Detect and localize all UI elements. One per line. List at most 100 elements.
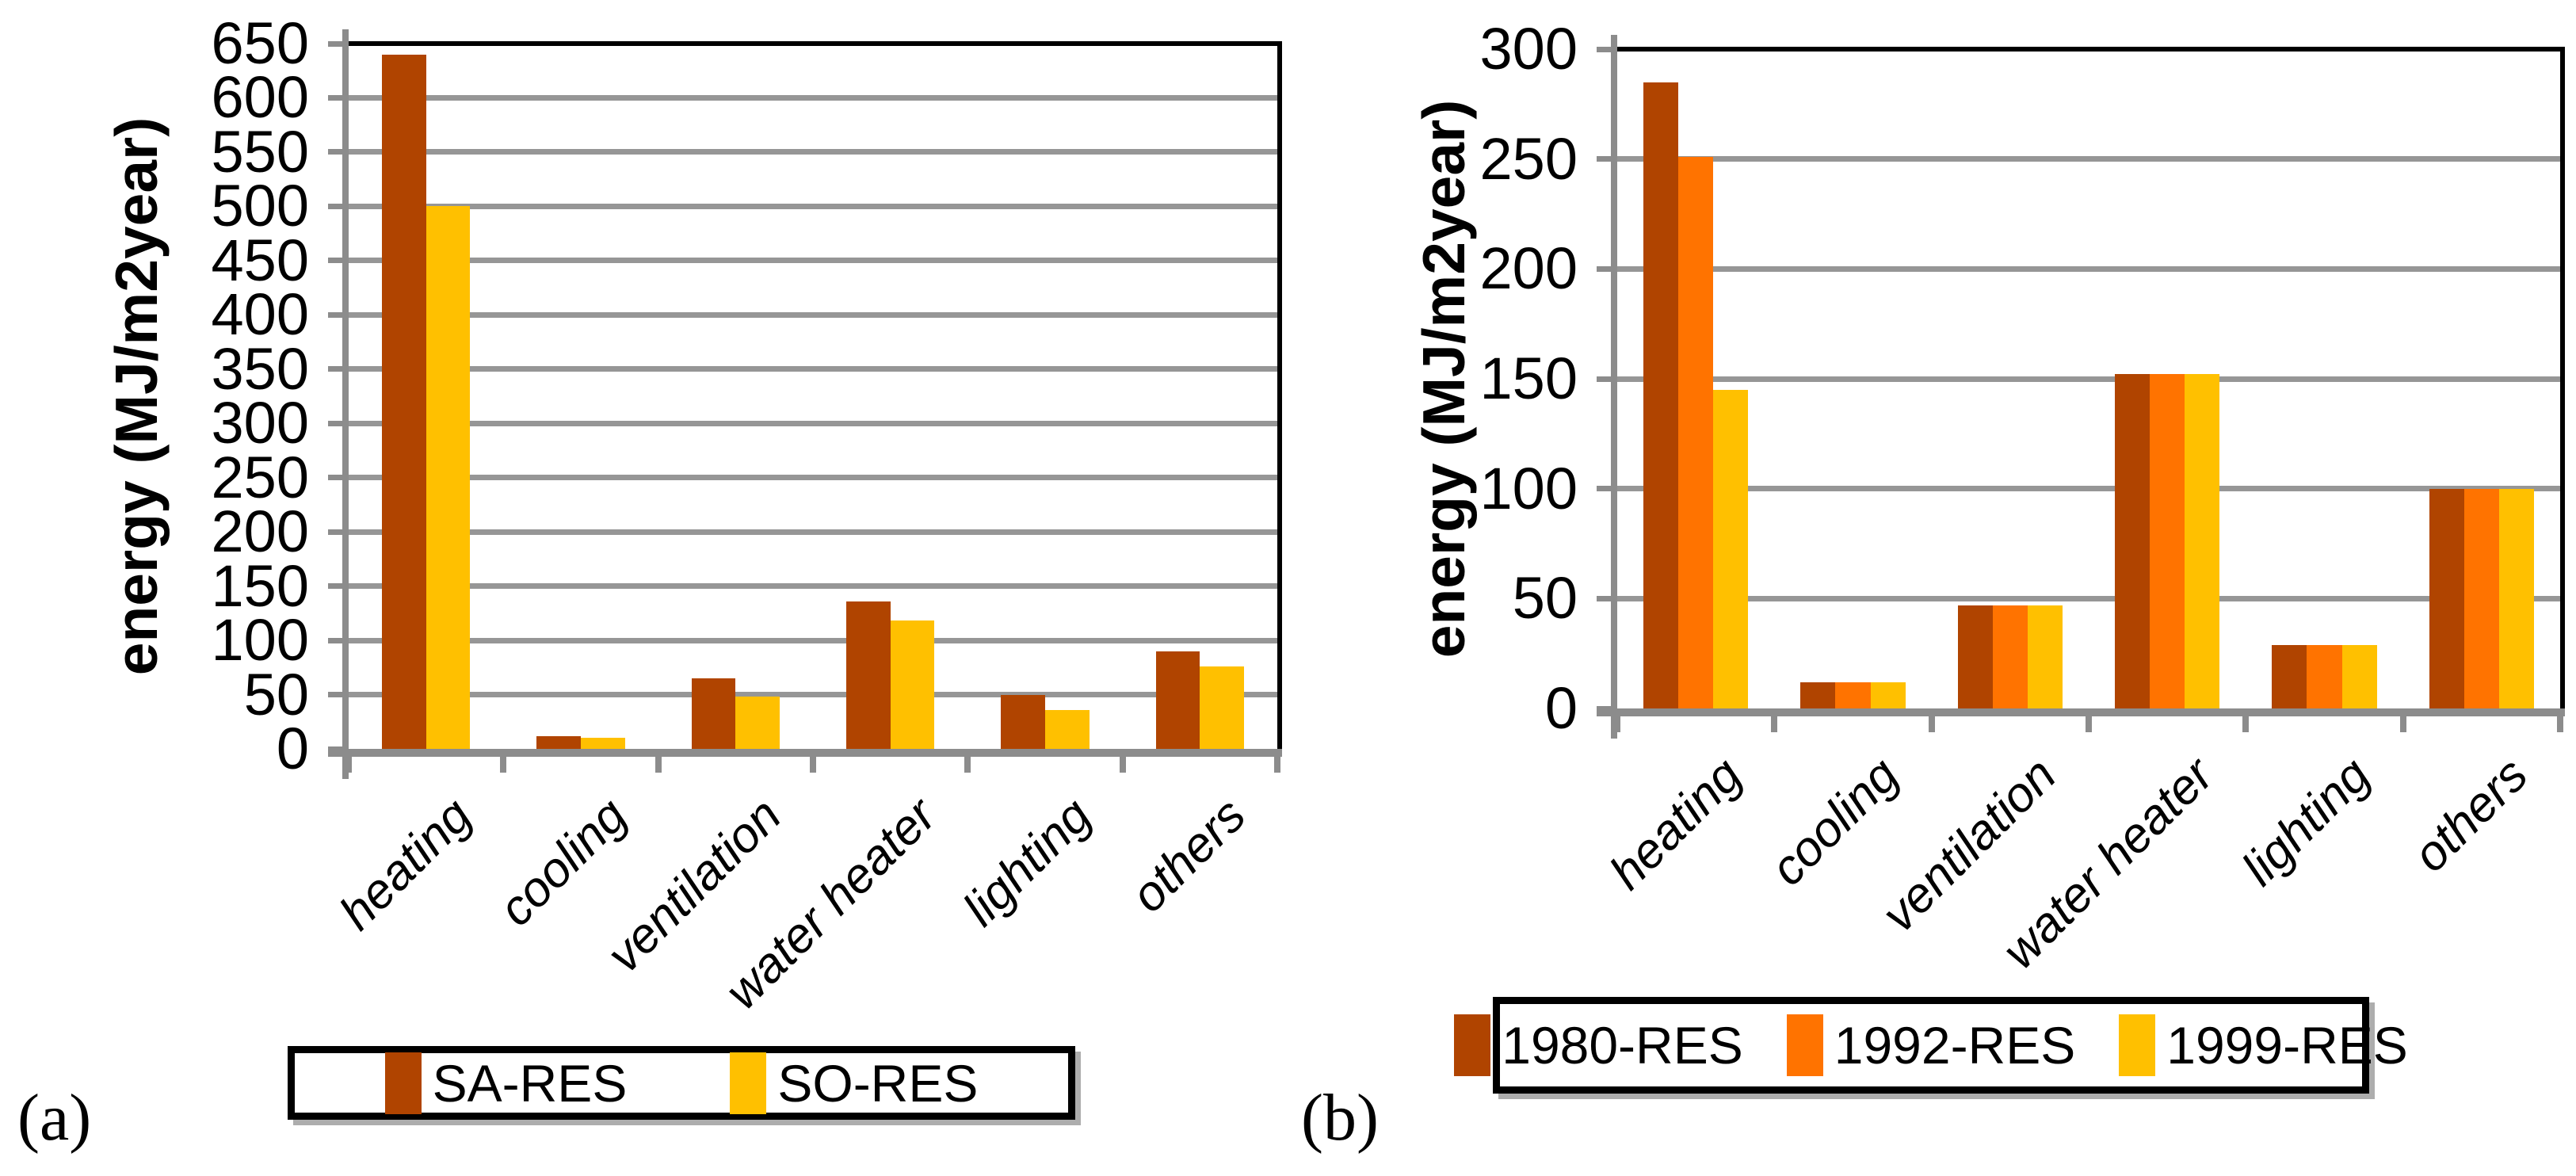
y-axis-tick — [328, 366, 349, 372]
legend-item-SO-RES: SO-RES — [730, 1052, 978, 1114]
gridline — [349, 529, 1277, 535]
x-axis-tick — [1274, 749, 1280, 773]
y-tick-label: 250 — [1479, 125, 1578, 192]
bar-water-heater-SA-RES — [845, 601, 891, 749]
y-tick-label: 200 — [211, 498, 309, 565]
x-axis-tick — [1614, 708, 1620, 732]
x-axis-tick — [2242, 708, 2250, 732]
y-axis-tick — [328, 583, 349, 590]
y-axis-line — [342, 29, 349, 779]
bar-cooling-1980-RES — [1800, 682, 1836, 708]
legend-label: SO-RES — [777, 1053, 979, 1113]
y-axis-tick — [328, 637, 349, 643]
x-category-label: heating — [1599, 747, 1753, 900]
y-tick-label: 0 — [1544, 675, 1578, 741]
bar-water-heater-1980-RES — [2115, 374, 2150, 708]
x-axis-tick — [1928, 708, 1935, 732]
gridline — [349, 583, 1277, 590]
legend-item-SA-RES: SA-RES — [384, 1052, 628, 1114]
y-tick-label: 50 — [243, 661, 309, 727]
y-tick-label: 600 — [211, 64, 309, 131]
bar-others-1980-RES — [2429, 488, 2464, 708]
legend-swatch-icon — [2119, 1014, 2156, 1076]
x-axis-tick — [810, 749, 816, 773]
x-category-label: cooling — [1760, 747, 1910, 896]
bar-lighting-1999-RES — [2341, 644, 2377, 708]
plot-top-border — [1617, 47, 2565, 52]
x-axis-tick — [2399, 708, 2406, 732]
legend-swatch-icon — [1454, 1014, 1491, 1076]
legend-label: 1980-RES — [1502, 1016, 1743, 1075]
bar-heating-1980-RES — [1643, 82, 1679, 708]
legend-swatch-icon — [384, 1052, 422, 1114]
x-axis-tick — [2086, 708, 2092, 732]
plot-top-border — [349, 41, 1282, 46]
legend-label: 1992-RES — [1834, 1016, 2076, 1075]
x-axis-tick — [2557, 708, 2563, 732]
y-axis-tick — [328, 94, 349, 101]
legend-item-1992-RES: 1992-RES — [1786, 1014, 2076, 1076]
gridline — [349, 366, 1277, 372]
y-tick-label: 50 — [1512, 565, 1578, 632]
y-axis-tick — [328, 258, 349, 264]
legend-label: SA-RES — [432, 1053, 628, 1113]
gridline — [349, 420, 1277, 426]
y-axis-line — [1611, 35, 1617, 739]
gridline — [349, 94, 1277, 101]
y-axis-tick — [328, 475, 349, 481]
x-axis-tick — [500, 749, 507, 773]
y-axis-tick — [1597, 265, 1617, 272]
y-tick-label: 500 — [211, 173, 309, 239]
y-tick-label: 100 — [1479, 455, 1578, 521]
legend-item-1980-RES: 1980-RES — [1454, 1014, 1743, 1076]
y-tick-label: 150 — [1479, 346, 1578, 411]
gridline — [1617, 156, 2560, 162]
x-axis-tick — [654, 749, 662, 773]
y-tick-label: 650 — [211, 10, 309, 76]
bar-heating-SA-RES — [381, 54, 426, 749]
bar-ventilation-1999-RES — [2027, 605, 2063, 708]
gridline — [349, 692, 1277, 698]
y-axis-tick — [328, 203, 349, 209]
x-category-label: others — [2402, 747, 2538, 883]
legend-swatch-icon — [1786, 1014, 1823, 1076]
plot-area: 0 50 100 150 200 250 300 350 400 450 500 550 600 650 h… — [212, 14, 1282, 1020]
gridline — [349, 258, 1277, 264]
bar-lighting-1980-RES — [2272, 644, 2307, 708]
y-tick-label: 350 — [211, 335, 309, 402]
y-tick-label: 0 — [276, 716, 309, 781]
legend-item-1999-RES: 1999-RES — [2119, 1014, 2408, 1076]
y-axis-tick — [328, 149, 349, 155]
bar-heating-1992-RES — [1678, 156, 1714, 708]
gridline — [1617, 265, 2560, 272]
bar-others-SA-RES — [1155, 651, 1200, 749]
gridline — [1617, 376, 2560, 382]
panel-label-b: (b) — [1301, 1081, 1379, 1155]
bar-water-heater-1992-RES — [2150, 374, 2185, 708]
gridline — [349, 203, 1277, 209]
gridline — [349, 311, 1277, 318]
y-tick-label: 250 — [211, 444, 309, 510]
bar-water-heater-SO-RES — [890, 620, 935, 749]
bar-heating-1999-RES — [1713, 389, 1749, 708]
y-axis-tick — [1597, 486, 1617, 492]
x-axis-line — [328, 749, 1282, 757]
bar-ventilation-1980-RES — [1957, 605, 1993, 708]
bar-water-heater-1999-RES — [2185, 374, 2220, 708]
plot-right-border — [1277, 41, 1282, 749]
y-axis-tick — [1597, 156, 1617, 162]
legend: 1980-RES 1992-RES 1999-RES — [1454, 997, 2408, 1094]
gridline — [1617, 595, 2560, 601]
y-tick-label: 550 — [211, 118, 309, 185]
x-axis-tick — [964, 749, 971, 773]
y-axis-tick — [328, 529, 349, 535]
y-axis-tick — [328, 40, 349, 47]
y-tick-label: 450 — [211, 227, 309, 293]
bar-others-1999-RES — [2498, 488, 2534, 708]
x-axis-tick — [1119, 749, 1126, 773]
panel-label-a: (a) — [17, 1081, 92, 1155]
y-axis-tick — [1597, 376, 1617, 382]
